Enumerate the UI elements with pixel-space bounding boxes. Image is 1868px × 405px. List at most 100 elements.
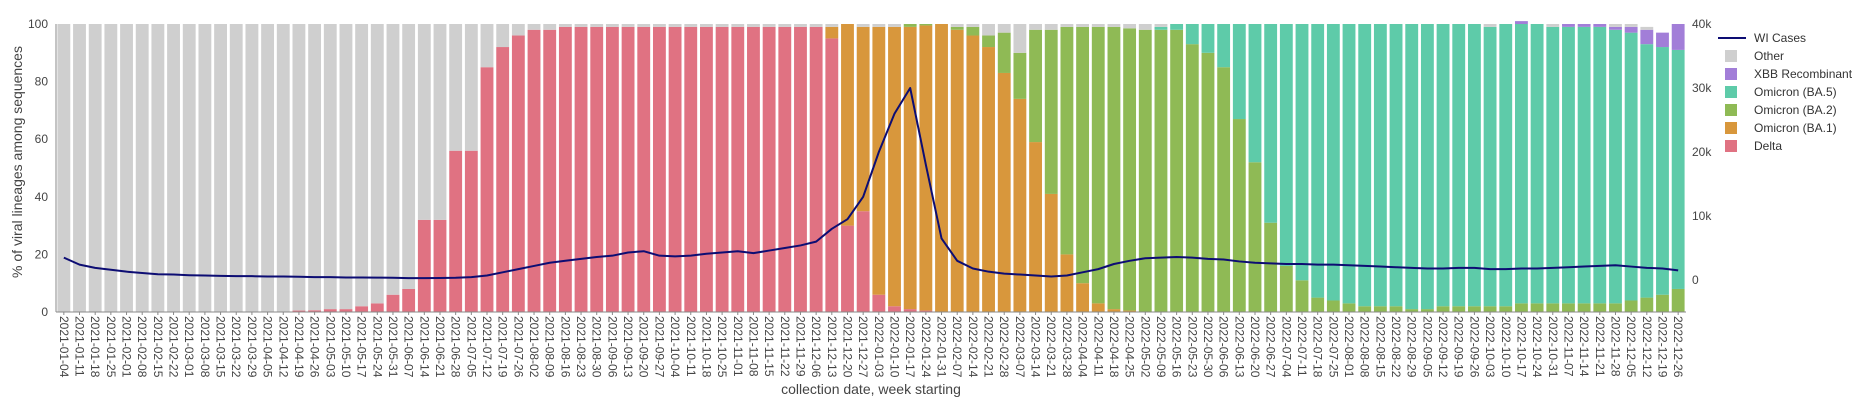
bar-segment-xbb-recombinant — [1640, 29, 1654, 45]
x-tick-label: 2021-05-10 — [339, 316, 353, 378]
bar-segment-other — [292, 24, 306, 311]
x-tick-label: 2022-07-25 — [1326, 316, 1340, 378]
bar-segment-omicron-ba-5- — [1373, 24, 1387, 307]
x-tick-label: 2021-01-11 — [73, 316, 87, 377]
x-tick-label: 2022-08-08 — [1358, 316, 1372, 378]
bar-segment-other — [120, 24, 133, 312]
x-tick-label: 2022-04-11 — [1091, 316, 1105, 377]
bar-segment-other — [402, 24, 416, 289]
bar-segment-delta — [888, 306, 901, 312]
y-axis-right: 0 10k 20k 30k 40k — [1692, 17, 1712, 287]
bar-segment-other — [480, 24, 494, 68]
x-tick-label: 2021-07-12 — [480, 316, 494, 378]
bar-segment-omicron-ba-2- — [982, 35, 995, 48]
bar-segment-other — [558, 24, 572, 27]
bar-segment-other — [104, 24, 118, 312]
x-tick-label: 2021-05-17 — [355, 316, 369, 378]
bar-segment-omicron-ba-5- — [1264, 24, 1278, 223]
legend-swatch-xbb-recombinant — [1725, 68, 1737, 80]
bar-segment-other — [464, 24, 478, 151]
x-tick-label: 2022-05-30 — [1201, 316, 1215, 378]
bar-segment-omicron-ba-5- — [1436, 24, 1450, 307]
bar-segment-omicron-ba-2- — [950, 26, 964, 30]
x-tick-label: 2021-01-25 — [104, 316, 118, 378]
bar-segment-other — [1060, 24, 1074, 27]
x-tick-label: 2022-10-10 — [1499, 316, 1513, 378]
bar-segment-other — [276, 24, 290, 312]
y-tick-label: 20 — [35, 247, 49, 261]
bar-segment-omicron-ba-2- — [1420, 309, 1434, 312]
bar-segment-omicron-ba-5- — [1420, 24, 1434, 310]
bar-segment-other — [182, 24, 196, 312]
x-tick-label: 2021-11-22 — [778, 316, 792, 377]
bar-segment-omicron-ba-2- — [1076, 26, 1090, 284]
bar-segment-other — [794, 24, 807, 27]
x-tick-label: 2021-11-01 — [731, 316, 745, 377]
bar-segment-omicron-ba-2- — [1138, 29, 1152, 312]
bar-segment-omicron-ba-2- — [1483, 306, 1497, 312]
legend-label-omicron-ba-5: Omicron (BA.5) — [1754, 85, 1837, 99]
bar-segment-other — [621, 24, 635, 27]
x-tick-label: 2021-07-26 — [511, 316, 525, 378]
bar-segment-omicron-ba-1- — [841, 24, 854, 226]
bar-segment-other — [684, 24, 698, 27]
bar-segment-omicron-ba-2- — [1170, 29, 1184, 312]
x-tick-label: 2022-11-14 — [1577, 316, 1591, 377]
bar-segment-omicron-ba-1- — [966, 35, 980, 313]
y-axis-left: 0 20 40 60 80 100 — [28, 17, 57, 319]
bar-segment-omicron-ba-5- — [1499, 24, 1513, 307]
bar-segment-xbb-recombinant — [1609, 26, 1622, 30]
bar-segment-omicron-ba-5- — [1170, 24, 1184, 30]
bar-segment-omicron-ba-2- — [1185, 44, 1199, 312]
x-tick-label: 2022-06-13 — [1232, 316, 1246, 378]
bar-segment-omicron-ba-2- — [1373, 306, 1387, 312]
bar-segment-omicron-ba-5- — [1577, 26, 1591, 304]
bar-segment-delta — [292, 310, 306, 312]
bar-segment-other — [370, 24, 384, 304]
bar-segment-other — [888, 24, 901, 27]
bar-segment-other — [511, 24, 525, 36]
bar-segment-other — [1483, 24, 1497, 27]
y-tick-label: 0 — [41, 305, 48, 319]
legend: WI Cases Other XBB Recombinant Omicron (BA.… — [1718, 31, 1853, 153]
bar-segment-omicron-ba-2- — [903, 24, 917, 27]
x-tick-label: 2022-01-31 — [935, 316, 949, 378]
x-tick-label: 2021-07-19 — [496, 316, 510, 378]
x-tick-label: 2022-05-02 — [1138, 316, 1152, 378]
bar-segment-omicron-ba-5- — [1232, 24, 1246, 120]
bar-segment-omicron-ba-2- — [1562, 303, 1575, 312]
x-tick-label: 2022-03-14 — [1029, 316, 1043, 378]
bar-segment-other — [1154, 24, 1168, 27]
bar-segment-delta — [684, 26, 698, 312]
x-tick-label: 2021-10-25 — [715, 316, 729, 378]
bar-segment-omicron-ba-2- — [1467, 306, 1481, 312]
bar-segment-delta — [386, 294, 400, 312]
x-tick-label: 2022-02-14 — [966, 316, 980, 378]
bar-segment-omicron-ba-5- — [1326, 24, 1340, 301]
bar-segment-other — [449, 24, 463, 151]
bar-segment-delta — [700, 26, 713, 312]
x-tick-label: 2021-02-08 — [135, 316, 149, 378]
y2-tick-label: 30k — [1692, 81, 1712, 95]
x-tick-label: 2021-02-22 — [167, 316, 181, 378]
bar-segment-omicron-ba-1- — [997, 72, 1011, 313]
bar-segment-delta — [872, 294, 886, 312]
bar-segment-omicron-ba-5- — [1624, 32, 1638, 301]
bar-segment-other — [323, 24, 337, 310]
bar-segment-delta — [543, 29, 557, 312]
bar-segment-delta — [370, 303, 384, 312]
x-tick-label: 2022-01-03 — [872, 316, 886, 378]
y2-tick-label: 40k — [1692, 17, 1712, 31]
bar-segment-omicron-ba-2- — [1295, 280, 1309, 312]
x-tick-label: 2022-08-01 — [1342, 316, 1356, 378]
y-axis-title: % of viral lineages among sequences — [9, 46, 25, 278]
bar-segment-omicron-ba-2- — [1452, 306, 1466, 312]
x-tick-label: 2022-04-04 — [1076, 316, 1090, 378]
bar-segment-delta — [511, 35, 525, 313]
bar-segment-omicron-ba-2- — [1248, 162, 1262, 312]
bar-segment-omicron-ba-1- — [1076, 283, 1090, 312]
bar-segment-omicron-ba-5- — [1405, 24, 1419, 310]
x-tick-label: 2021-08-16 — [558, 316, 572, 378]
bar-segment-other — [982, 24, 995, 36]
bar-segment-delta — [355, 306, 369, 312]
